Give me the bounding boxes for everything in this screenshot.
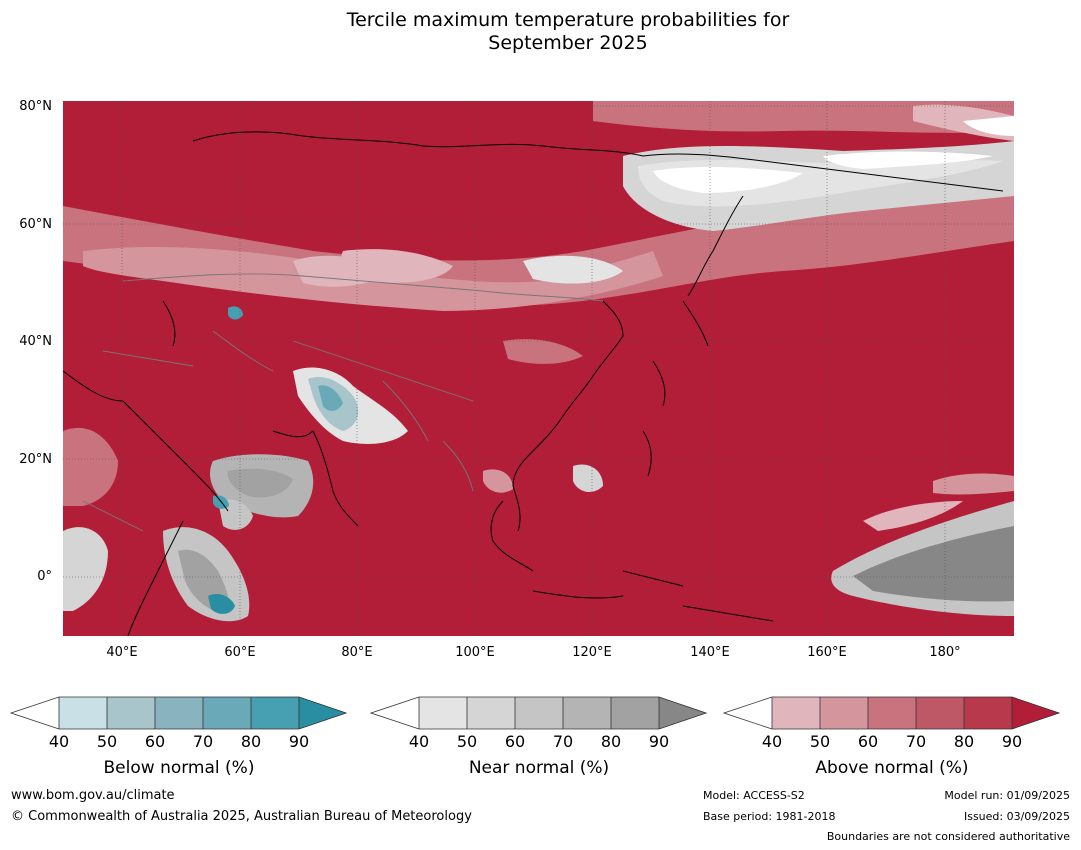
below-tick-80: 80 bbox=[240, 732, 262, 751]
lon-label-40e: 40°E bbox=[106, 645, 138, 660]
lon-label-100e: 100°E bbox=[455, 645, 495, 660]
swatch-above-6 bbox=[1012, 697, 1059, 729]
copyright: © Commonwealth of Australia 2025, Austra… bbox=[11, 809, 472, 824]
near-tick-80: 80 bbox=[600, 732, 622, 751]
lat-label-40n: 40°N bbox=[19, 334, 52, 349]
map-title: Tercile maximum temperature probabilitie… bbox=[0, 9, 1081, 55]
swatch-above-1 bbox=[772, 697, 820, 729]
below-tick-50: 50 bbox=[96, 732, 118, 751]
colorbar-above-normal bbox=[722, 696, 1061, 730]
near-tick-60: 60 bbox=[504, 732, 526, 751]
above-tick-50: 50 bbox=[809, 732, 831, 751]
swatch-below-0 bbox=[11, 697, 59, 729]
below-tick-40: 40 bbox=[48, 732, 70, 751]
lon-label-180: 180° bbox=[929, 645, 961, 660]
probability-map[interactable] bbox=[63, 101, 1014, 636]
lat-label-0: 0° bbox=[37, 569, 52, 584]
above-tick-90: 90 bbox=[1001, 732, 1023, 751]
swatch-above-4 bbox=[916, 697, 964, 729]
title-line-1: Tercile maximum temperature probabilitie… bbox=[346, 9, 790, 31]
lon-label-140e: 140°E bbox=[690, 645, 730, 660]
above-normal-label: Above normal (%) bbox=[815, 758, 969, 778]
below-normal-label: Below normal (%) bbox=[103, 758, 255, 778]
issued-date: Issued: 03/09/2025 bbox=[963, 810, 1070, 823]
swatch-below-1 bbox=[59, 697, 107, 729]
swatch-near-2 bbox=[467, 697, 515, 729]
near-normal-label: Near normal (%) bbox=[468, 758, 610, 778]
swatch-near-0 bbox=[371, 697, 419, 729]
map-canvas bbox=[63, 101, 1014, 636]
colorbar-near-normal bbox=[369, 696, 708, 730]
swatch-near-3 bbox=[515, 697, 563, 729]
lat-label-80n: 80°N bbox=[19, 99, 52, 114]
lon-label-80e: 80°E bbox=[341, 645, 373, 660]
swatch-above-3 bbox=[868, 697, 916, 729]
swatch-near-5 bbox=[611, 697, 659, 729]
colorbar-below-normal bbox=[9, 696, 348, 730]
swatch-above-2 bbox=[820, 697, 868, 729]
below-tick-90: 90 bbox=[288, 732, 310, 751]
near-tick-70: 70 bbox=[552, 732, 574, 751]
above-tick-40: 40 bbox=[761, 732, 783, 751]
lat-label-60n: 60°N bbox=[19, 217, 52, 232]
above-tick-70: 70 bbox=[905, 732, 927, 751]
lat-label-20n: 20°N bbox=[19, 452, 52, 467]
swatch-near-4 bbox=[563, 697, 611, 729]
website-link[interactable]: www.bom.gov.au/climate bbox=[11, 788, 175, 803]
swatch-near-6 bbox=[659, 697, 706, 729]
swatch-below-6 bbox=[299, 697, 346, 729]
near-tick-50: 50 bbox=[456, 732, 478, 751]
near-tick-90: 90 bbox=[648, 732, 670, 751]
above-tick-60: 60 bbox=[857, 732, 879, 751]
base-period: Base period: 1981-2018 bbox=[703, 810, 836, 823]
below-tick-70: 70 bbox=[192, 732, 214, 751]
title-line-2: September 2025 bbox=[488, 32, 648, 54]
colorbar-above-normal-swatches bbox=[722, 696, 1061, 730]
boundaries-disclaimer: Boundaries are not considered authoritat… bbox=[826, 830, 1070, 843]
swatch-below-5 bbox=[251, 697, 299, 729]
below-tick-60: 60 bbox=[144, 732, 166, 751]
swatch-below-3 bbox=[155, 697, 203, 729]
lon-label-160e: 160°E bbox=[807, 645, 847, 660]
swatch-above-5 bbox=[964, 697, 1012, 729]
model-name: Model: ACCESS-S2 bbox=[703, 789, 805, 802]
colorbar-near-normal-swatches bbox=[369, 696, 708, 730]
above-tick-80: 80 bbox=[953, 732, 975, 751]
swatch-below-4 bbox=[203, 697, 251, 729]
near-tick-40: 40 bbox=[408, 732, 430, 751]
swatch-above-0 bbox=[724, 697, 772, 729]
colorbar-below-normal-swatches bbox=[9, 696, 348, 730]
swatch-near-1 bbox=[419, 697, 467, 729]
model-run: Model run: 01/09/2025 bbox=[944, 789, 1070, 802]
lon-label-60e: 60°E bbox=[224, 645, 256, 660]
swatch-below-2 bbox=[107, 697, 155, 729]
lon-label-120e: 120°E bbox=[572, 645, 612, 660]
